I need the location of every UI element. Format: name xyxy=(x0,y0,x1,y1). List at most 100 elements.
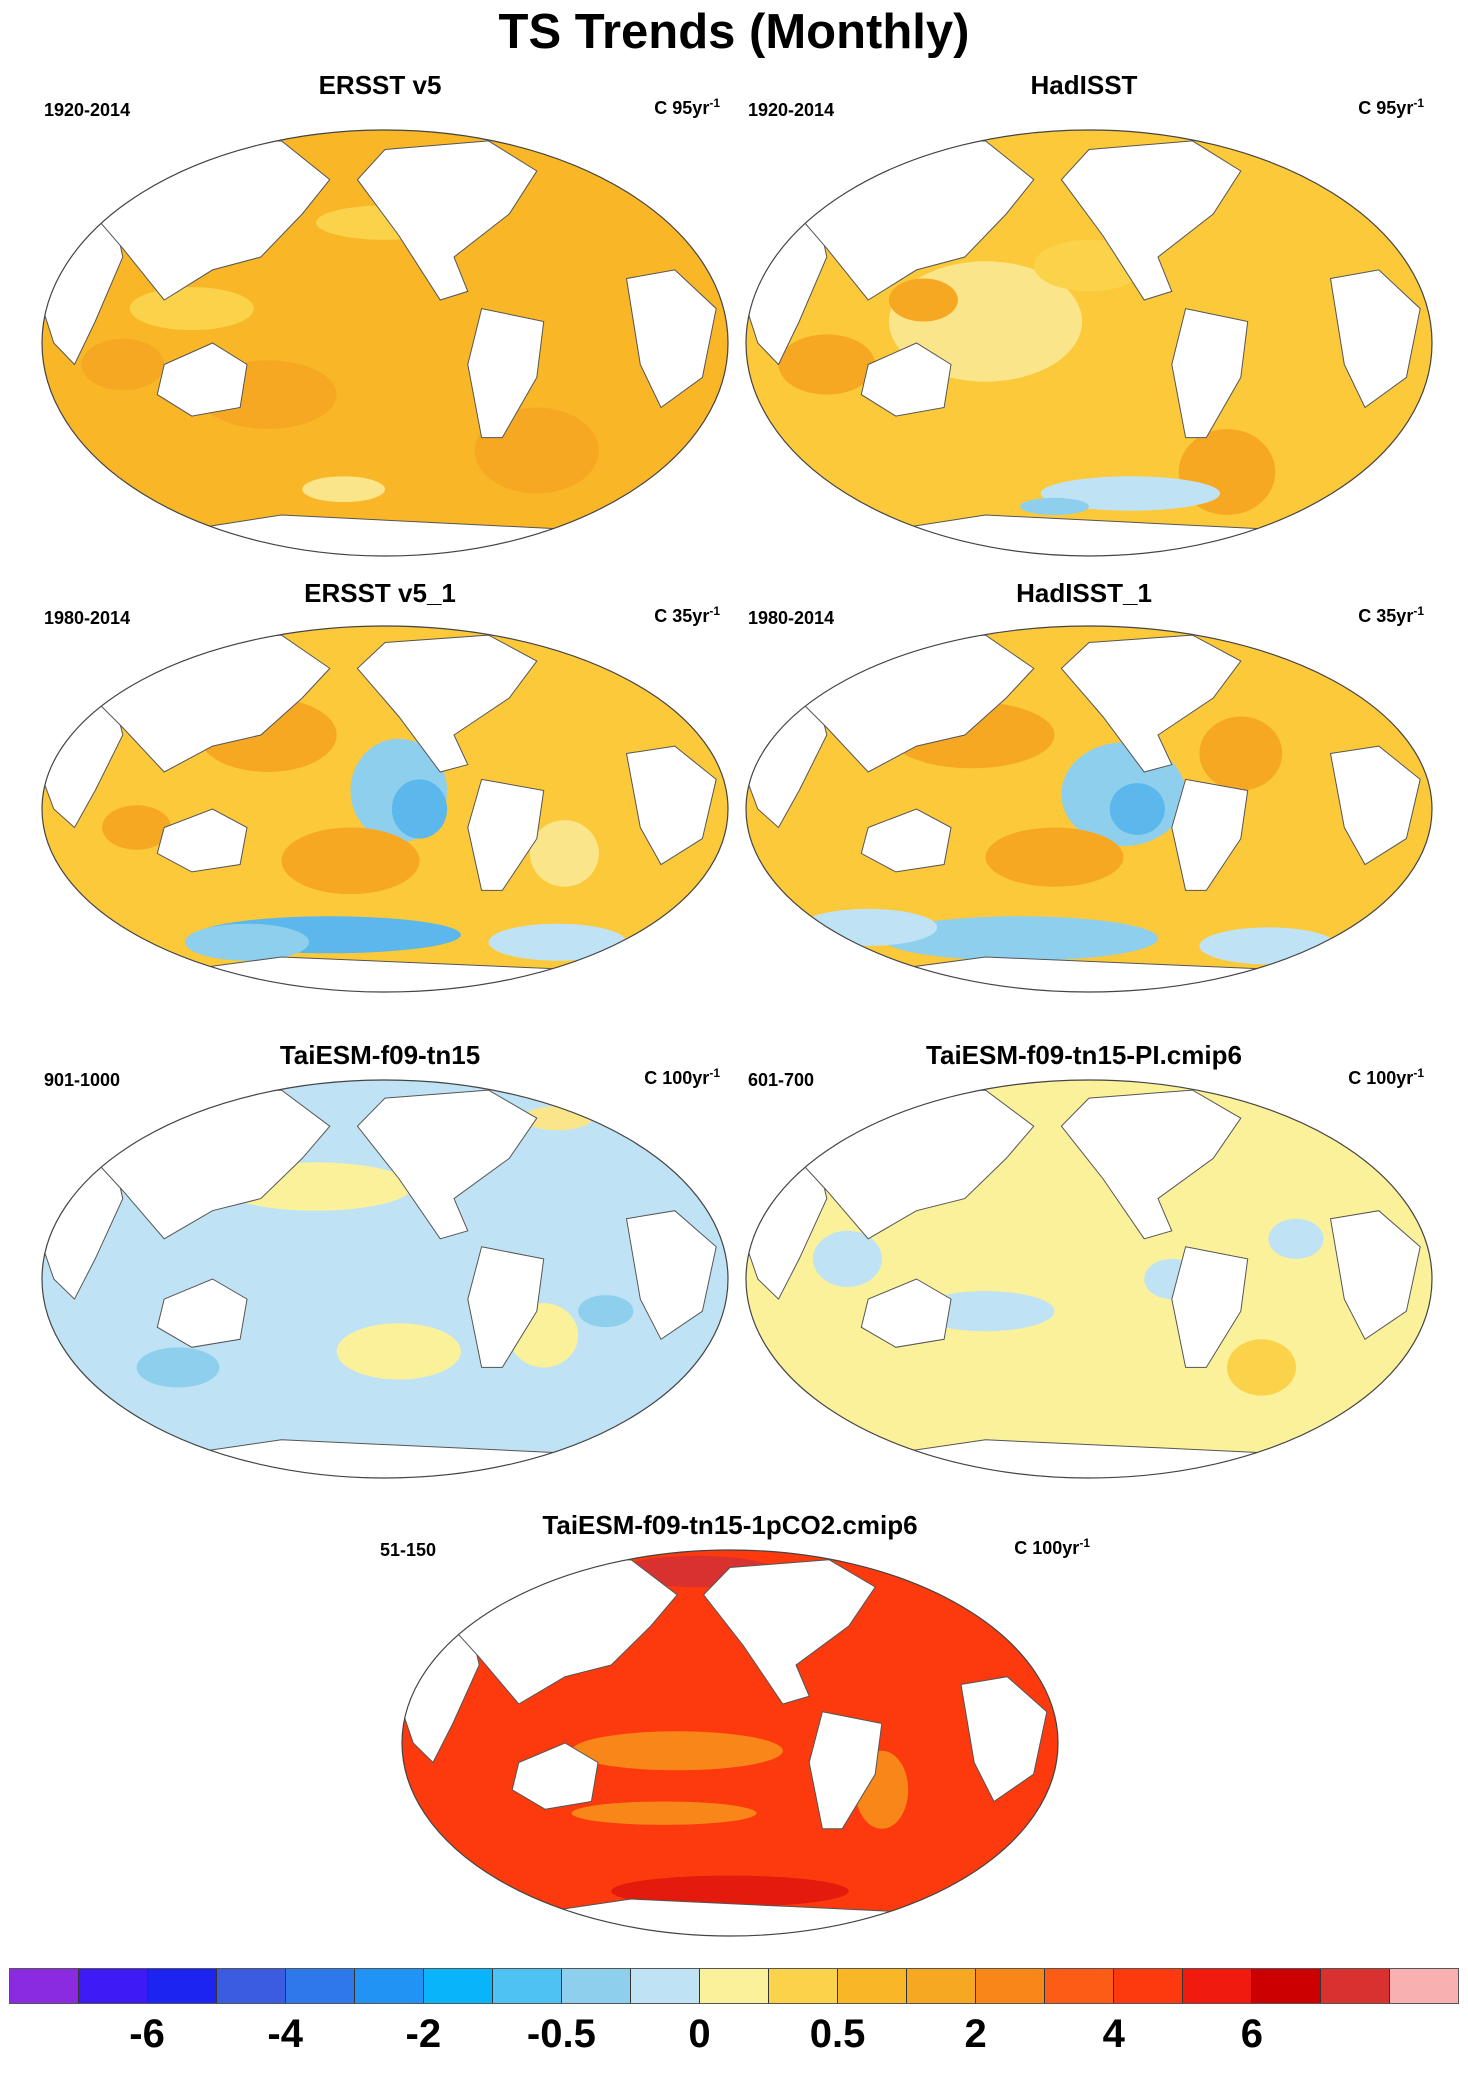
land-mass xyxy=(356,140,538,301)
land-mass xyxy=(467,308,545,439)
colorbar-swatch xyxy=(1183,1969,1252,2003)
colorbar-swatch xyxy=(1252,1969,1321,2003)
colorbar-swatch xyxy=(10,1969,79,2003)
panel-title: TaiESM-f09-tn15-1pCO2.cmip6 xyxy=(542,1510,918,1540)
trend-patch xyxy=(1109,783,1165,835)
land-mass xyxy=(1171,308,1249,439)
panel-title: ERSST v5 xyxy=(318,70,442,100)
panel-period: 1920-2014 xyxy=(748,100,835,120)
colorbar-tick-label: 2 xyxy=(964,2012,987,2056)
land-mass xyxy=(511,1742,599,1810)
trend-patch xyxy=(813,1230,882,1288)
trend-patch xyxy=(571,1801,757,1825)
trend-patch xyxy=(985,827,1124,887)
colorbar-swatch xyxy=(907,1969,976,2003)
trend-patch xyxy=(81,338,165,391)
land-mass xyxy=(625,1210,717,1341)
map-panel: ERSST v5_1 1980-2014 C 35yr-1 xyxy=(30,578,730,998)
land-mass xyxy=(156,808,248,873)
land-mass xyxy=(1060,1089,1242,1240)
colorbar-swatch xyxy=(1321,1969,1390,2003)
map-panel: TaiESM-f09-tn15-PI.cmip6 601-700 C 100yr-1 xyxy=(734,1040,1434,1480)
panel-units: C 100yr-1 xyxy=(1348,1066,1424,1088)
trend-patch xyxy=(1020,497,1089,515)
panel-title: HadISST xyxy=(1030,70,1138,100)
colorbar-swatch xyxy=(148,1969,217,2003)
trend-patch xyxy=(129,287,254,331)
panel-period: 901-1000 xyxy=(44,1070,121,1090)
panel-units: C 35yr-1 xyxy=(654,604,720,626)
trend-patch xyxy=(281,827,420,895)
panel-title: TaiESM-f09-tn15-PI.cmip6 xyxy=(926,1040,1242,1070)
trend-patch xyxy=(799,908,938,946)
map-projection xyxy=(41,129,729,557)
trend-patch xyxy=(1268,1218,1324,1259)
map-border xyxy=(41,625,729,993)
panel-units: C 95yr-1 xyxy=(1358,96,1424,118)
colorbar-swatch xyxy=(700,1969,769,2003)
page-title: TS Trends (Monthly) xyxy=(498,5,970,59)
colorbar-tick-label: 6 xyxy=(1240,2012,1263,2056)
trend-patch xyxy=(302,476,385,503)
trend-patch xyxy=(1040,476,1221,511)
land-mass xyxy=(625,745,717,866)
map-border xyxy=(745,129,1433,557)
land-mass xyxy=(156,342,248,417)
land-mass xyxy=(356,1089,538,1240)
colorbar-swatch xyxy=(1045,1969,1114,2003)
trend-patch xyxy=(1199,716,1283,791)
land-mass xyxy=(860,1278,952,1348)
map-panel: HadISST_1 1980-2014 C 35yr-1 xyxy=(734,578,1434,998)
map-panel: TaiESM-f09-tn15-1pCO2.cmip6 51-150 C 100yr… xyxy=(380,1510,1090,1940)
colorbar-tick-label: -2 xyxy=(405,2012,442,2056)
colorbar-swatch xyxy=(79,1969,148,2003)
colorbar xyxy=(9,1968,1459,2004)
colorbar-tick-label: -0.5 xyxy=(526,2012,596,2056)
land-mass xyxy=(1329,269,1421,409)
land-mass xyxy=(625,269,717,409)
panel-period: 601-700 xyxy=(748,1070,815,1090)
trend-patch xyxy=(1227,1339,1296,1396)
colorbar-tick-label: -6 xyxy=(129,2012,165,2056)
panel-period: 1920-2014 xyxy=(44,100,131,120)
land-mass xyxy=(1171,1246,1249,1368)
land-mass xyxy=(1171,778,1249,891)
trend-patch xyxy=(571,1731,783,1771)
land-mass xyxy=(467,1246,545,1368)
panel-units: C 95yr-1 xyxy=(654,96,720,118)
panel-title: HadISST_1 xyxy=(1016,578,1152,608)
map-panel: ERSST v5 1920-2014 C 95yr-1 xyxy=(30,70,730,560)
colorbar-tick-label: 0.5 xyxy=(809,2012,866,2056)
colorbar-swatch xyxy=(493,1969,562,2003)
map-panel: HadISST 1920-2014 C 95yr-1 xyxy=(734,70,1434,560)
colorbar-swatch xyxy=(562,1969,631,2003)
colorbar-swatch xyxy=(1390,1969,1458,2003)
map-border xyxy=(401,1549,1059,1937)
land-mass xyxy=(808,1711,883,1830)
map-projection xyxy=(745,129,1433,557)
land-mass xyxy=(1329,1210,1421,1341)
panel-title: ERSST v5_1 xyxy=(304,578,456,608)
trend-patch xyxy=(888,278,958,322)
land-mass xyxy=(1060,634,1242,773)
trend-patch xyxy=(336,1323,461,1380)
trend-patch xyxy=(578,1295,634,1328)
colorbar-swatch xyxy=(769,1969,838,2003)
land-mass xyxy=(467,778,545,891)
colorbar-swatch xyxy=(217,1969,286,2003)
panel-units: C 100yr-1 xyxy=(644,1066,720,1088)
map-panel: TaiESM-f09-tn15 901-1000 C 100yr-1 xyxy=(30,1040,730,1480)
colorbar-swatch xyxy=(286,1969,355,2003)
land-mass xyxy=(960,1676,1048,1803)
map-projection xyxy=(41,1079,729,1479)
map-projection xyxy=(745,1079,1433,1479)
map-projection xyxy=(745,625,1433,993)
land-mass xyxy=(356,634,538,773)
trend-patch xyxy=(529,820,599,887)
land-mass xyxy=(1329,745,1421,866)
map-border xyxy=(745,1079,1433,1479)
colorbar-swatch xyxy=(355,1969,424,2003)
map-border xyxy=(745,625,1433,993)
panel-period: 1980-2014 xyxy=(44,608,131,628)
land-mass xyxy=(860,342,952,417)
